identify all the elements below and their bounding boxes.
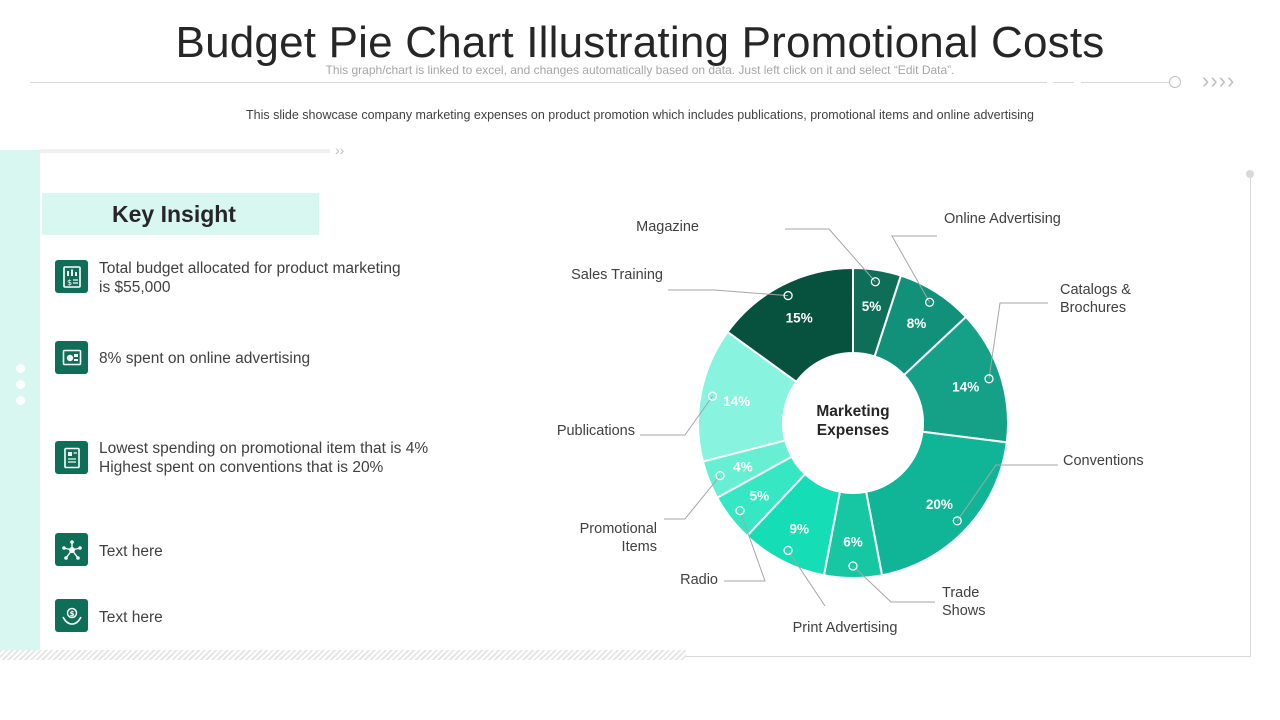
leader-line-trade-shows <box>852 565 935 603</box>
left-top-bar <box>40 149 330 153</box>
leader-line-promotional-items <box>664 475 721 520</box>
leader-marker-promotional-items <box>715 470 725 481</box>
leader-marker-trade-shows <box>848 561 858 571</box>
slice-conventions <box>864 430 1008 577</box>
header-divider <box>30 82 1047 83</box>
leader-marker-print-advertising <box>783 545 793 556</box>
leader-marker-online-advertising <box>924 297 935 307</box>
chart-edit-note: This graph/chart is linked to excel, and… <box>325 63 955 77</box>
slice-sales-training <box>726 266 854 384</box>
category-label-publications: Publications <box>557 423 635 439</box>
leader-line-magazine <box>785 228 876 283</box>
insight-item-1: Total budget allocated for product marke… <box>99 259 459 297</box>
slice-label-trade-shows: 6% <box>843 535 863 550</box>
center-label: Marketing Expenses <box>816 403 889 439</box>
insight-item-5-line1: Text here <box>99 609 163 626</box>
chart-frame-bottom <box>686 656 1251 657</box>
leader-marker-conventions <box>952 516 962 526</box>
category-label-magazine: Magazine <box>636 219 699 235</box>
slice-label-sales-training: 15% <box>786 310 813 325</box>
insight-item-3: Lowest spending on promotional item that… <box>99 439 459 477</box>
insight-item-1-line1: Total budget allocated for product marke… <box>99 260 401 277</box>
side-dot-2 <box>16 380 25 389</box>
category-label-sales-training: Sales Training <box>571 267 663 283</box>
category-label-conventions: Conventions <box>1063 453 1144 469</box>
category-label-print-advertising: Print Advertising <box>793 620 898 636</box>
leader-marker-radio <box>735 505 745 516</box>
leader-line-sales-training <box>668 289 789 297</box>
key-insight-header: Key Insight <box>42 193 319 235</box>
header-divider-right <box>1081 82 1170 83</box>
category-label-radio: Radio <box>680 572 718 588</box>
leader-marker-magazine <box>870 277 881 287</box>
page-title: Budget Pie Chart Illustrating Promotiona… <box>175 18 1105 67</box>
header-divider-dash <box>1053 82 1074 83</box>
side-dot-1 <box>16 364 25 373</box>
svg-text:$: $ <box>67 278 72 287</box>
online-ad-icon <box>55 341 88 374</box>
leader-line-publications <box>640 395 713 436</box>
slice-label-publications: 14% <box>723 394 750 409</box>
leader-line-online-advertising <box>891 235 937 303</box>
header-circle-marker <box>1169 76 1181 88</box>
category-label-promotional-items: Promotional Items <box>580 521 657 555</box>
leader-line-radio <box>724 510 766 582</box>
insight-item-4: Text here <box>99 542 459 561</box>
insight-item-2: 8% spent on online advertising <box>99 349 459 368</box>
slice-label-catalogs-brochures: 14% <box>952 379 979 394</box>
promo-document-icon <box>55 441 88 474</box>
slice-label-promotional-items: 4% <box>733 460 753 475</box>
money-hands-icon: $ <box>55 599 88 632</box>
insight-item-2-line1: 8% spent on online advertising <box>99 350 311 367</box>
chart-frame-right <box>1250 174 1251 656</box>
side-dot-3 <box>16 396 25 405</box>
leader-marker-catalogs-brochures <box>984 374 994 384</box>
insight-item-3-line2: Highest spent on conventions that is 20% <box>99 459 384 476</box>
leader-line-print-advertising <box>787 550 826 607</box>
insight-item-5: Text here <box>99 608 459 627</box>
slide-description: This slide showcase company marketing ex… <box>246 108 1034 122</box>
category-label-online-advertising: Online Advertising <box>944 211 1061 227</box>
slice-label-radio: 5% <box>750 489 770 504</box>
bottom-hatch-strip <box>0 650 686 660</box>
leader-line-catalogs-brochures <box>988 302 1048 379</box>
network-icon <box>55 533 88 566</box>
category-label-catalogs-brochures: Catalogs & Brochures <box>1060 282 1131 316</box>
slice-label-online-advertising: 8% <box>907 316 927 331</box>
slice-label-conventions: 20% <box>926 497 953 512</box>
slice-label-print-advertising: 9% <box>789 522 809 537</box>
svg-text:$: $ <box>69 610 74 618</box>
budget-report-icon: $ <box>55 260 88 293</box>
leader-marker-sales-training <box>783 290 793 301</box>
leader-marker-publications <box>707 391 718 401</box>
key-insight-title: Key Insight <box>112 201 236 227</box>
small-arrows-icon: ›› <box>335 142 345 158</box>
leader-line-conventions <box>956 464 1058 522</box>
insight-item-4-line1: Text here <box>99 543 163 560</box>
slice-label-magazine: 5% <box>862 299 882 314</box>
slice-catalogs-brochures <box>902 315 1010 444</box>
header-arrows-icon: ›››› <box>1202 68 1236 93</box>
category-label-trade-shows: Trade Shows <box>942 585 986 619</box>
insight-item-1-line2: is $55,000 <box>99 279 171 296</box>
insight-item-3-line1: Lowest spending on promotional item that… <box>99 440 429 457</box>
